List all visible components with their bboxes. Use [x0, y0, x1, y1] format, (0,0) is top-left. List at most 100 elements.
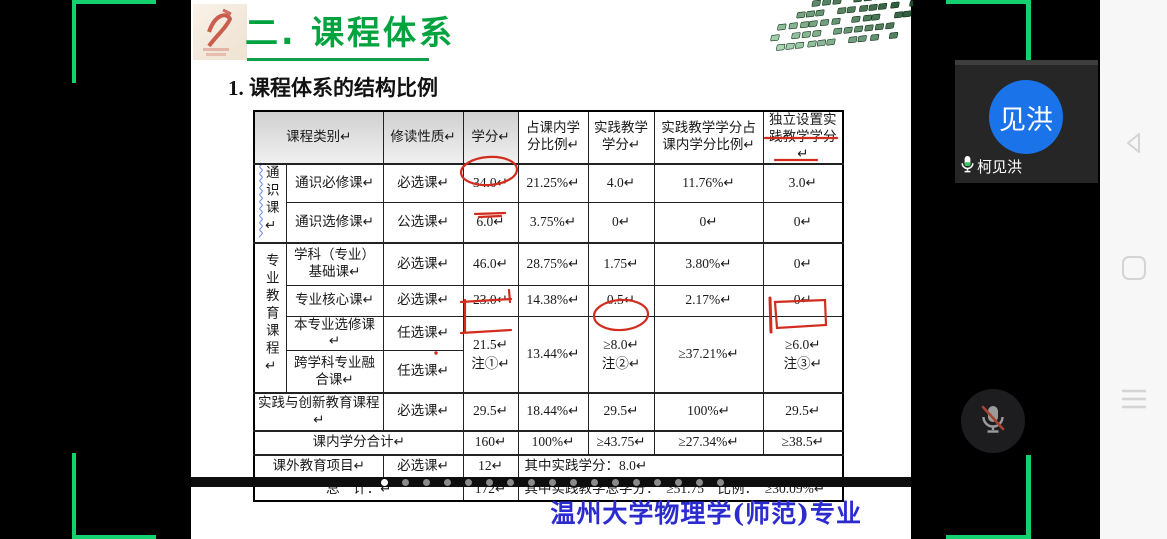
home-square-icon [1121, 256, 1146, 280]
slide-dot[interactable] [654, 479, 661, 486]
cell-nature: 公选课↵ [382, 202, 464, 245]
table-row: 专业核心课↵ 必选课↵ 23.0↵ 14.38%↵ 0.5↵ 2.17%↵ 0↵ [254, 284, 844, 317]
back-triangle-icon [1126, 133, 1140, 153]
green-tiles-decoration [766, 0, 918, 61]
cell-credits: 160↵ [462, 430, 519, 456]
slide-pagination-dots [381, 479, 738, 486]
cell-credits: 12↵ [462, 454, 519, 480]
bracket-top-right-v [1026, 0, 1031, 60]
bracket-top-left-v [72, 0, 76, 83]
bracket-bottom-left-h [72, 535, 156, 539]
recents-button[interactable] [1100, 388, 1167, 410]
slide-dot[interactable] [675, 479, 682, 486]
header-practice-ratio: 实践教学学分占课内学分比例↵ [653, 110, 764, 165]
android-nav-bar [1100, 0, 1167, 539]
cell-practice: 29.5↵ [587, 392, 655, 432]
group-general: 通识课↵ [253, 163, 287, 245]
table-header-row: 课程类别↵ 修读性质↵ 学分↵ 占课内学分比例↵ 实践教学学分↵ 实践教学学分占… [253, 110, 844, 165]
bracket-bottom-left-v [72, 453, 76, 539]
cell-practice: 1.75↵ [587, 242, 655, 286]
cell-ratio: 100%↵ [517, 430, 589, 456]
cell-ratio-merged: 13.44%↵ [517, 315, 589, 394]
cell-nature: 必选课↵ [382, 284, 464, 317]
red-figure-artwork-icon [203, 8, 233, 56]
cell-practice-ratio-merged: ≥37.21%↵ [653, 315, 764, 394]
slide-subtitle: 1. 课程体系的结构比例 [228, 76, 438, 100]
slide-dot[interactable] [528, 479, 535, 486]
cell-ratio: 14.38%↵ [517, 284, 589, 317]
cell-credits: 29.5↵ [462, 392, 519, 432]
participant-video-tile[interactable]: 见洪 柯见洪 [955, 60, 1098, 183]
cell-practice: ≥43.75↵ [587, 430, 655, 456]
bracket-bottom-right-v [1026, 455, 1031, 539]
header-nature: 修读性质↵ [382, 110, 464, 165]
cell-independent: 0↵ [762, 202, 844, 245]
title-underline [247, 58, 429, 61]
cell-label: 课内学分合计↵ [253, 430, 464, 456]
slide-footer: 温州大学物理学(师范)专业 [550, 499, 862, 528]
home-button[interactable] [1100, 254, 1167, 282]
slide-dot[interactable] [465, 479, 472, 486]
cell-ratio: 28.75%↵ [517, 242, 589, 286]
cell-independent-merged: ≥6.0↵ 注③↵ [762, 315, 844, 394]
slide-dot[interactable] [570, 479, 577, 486]
cell-credits: 6.0↵ [462, 202, 519, 245]
cell-practice-ratio: 2.17%↵ [653, 284, 764, 317]
table-row: 课外教育项目↵ 必选课↵ 12↵ 其中实践学分：8.0↵ [253, 454, 844, 480]
slide-dot[interactable] [549, 479, 556, 486]
cell-label: 学科（专业）基础课↵ [285, 242, 384, 286]
bracket-top-left-h [72, 0, 156, 4]
cell-credits: 23.0↵ [462, 284, 519, 317]
cell-nature: 任选课↵ [382, 350, 464, 394]
avatar-label: 见洪 [999, 104, 1053, 135]
cell-practice: 0.5↵ [587, 284, 655, 317]
cell-nature: 必选课↵ [382, 163, 464, 204]
slide-dot[interactable] [402, 479, 409, 486]
slide-dot[interactable] [612, 479, 619, 486]
table-row: 跨学科专业融合课↵ 任选课↵ [254, 350, 843, 394]
back-button[interactable] [1100, 128, 1167, 158]
cell-independent: 0↵ [762, 284, 844, 317]
table-row: 课内学分合计↵ 160↵ 100%↵ ≥43.75↵ ≥27.34%↵ ≥38.… [253, 430, 844, 456]
cell-practice-ratio: 100%↵ [653, 392, 764, 432]
slide-dot[interactable] [444, 479, 451, 486]
header-practice-credits: 实践教学学分↵ [587, 110, 655, 165]
mute-toggle-button[interactable] [961, 389, 1025, 453]
cell-independent: ≥38.5↵ [762, 430, 844, 456]
slide-dot[interactable] [717, 479, 724, 486]
cell-nature: 必选课↵ [382, 392, 464, 432]
cell-nature: 必选课↵ [382, 242, 464, 286]
bracket-bottom-right-h [946, 535, 1031, 539]
cell-summary: 其中实践学分：8.0↵ [517, 454, 844, 480]
cell-practice-ratio: 11.76%↵ [653, 163, 764, 204]
cell-practice-ratio: 0↵ [653, 202, 764, 245]
cell-practice-merged: ≥8.0↵ 注②↵ [587, 315, 655, 394]
slide-filmstrip-band [191, 477, 911, 487]
slide-dot[interactable] [381, 479, 388, 486]
table-row: 通识课↵ 通识必修课↵ 必选课↵ 34.0↵ 21.25%↵ 4.0↵ 11.7… [253, 163, 844, 245]
slide-dot[interactable] [486, 479, 493, 486]
cell-label: 通识选修课↵ [285, 202, 384, 245]
table-row: 本专业选修课↵ 任选课↵ 21.5↵ 注①↵ 13.44%↵ ≥8.0↵ 注②↵… [254, 315, 844, 394]
cell-practice: 0↵ [587, 202, 655, 245]
cell-practice-ratio: 3.80%↵ [653, 242, 764, 286]
slide-dot[interactable] [696, 479, 703, 486]
cell-label: 跨学科专业融合课↵ [285, 350, 384, 394]
slide-dot[interactable] [423, 479, 430, 486]
cell-independent: 29.5↵ [762, 392, 844, 432]
header-independent-practice: 独立设置实践教学学分↵ [762, 110, 844, 165]
slide-dot[interactable] [507, 479, 514, 486]
avatar: 见洪 [989, 80, 1063, 154]
cell-nature: 任选课↵ [382, 315, 464, 352]
table-row: 通识选修课↵ 公选课↵ 6.0↵ 3.75%↵ 0↵ 0↵ 0↵ [254, 202, 844, 245]
cell-practice: 4.0↵ [587, 163, 655, 204]
cell-credits-merged: 21.5↵ 注①↵ [462, 315, 519, 394]
slide-dot[interactable] [633, 479, 640, 486]
table-row: 专业教育课程↵ 学科（专业）基础课↵ 必选课↵ 46.0↵ 28.75%↵ 1.… [253, 242, 844, 394]
cell-label: 实践与创新教育课程↵ [253, 392, 384, 432]
curriculum-table-area: 课程类别↵ 修读性质↵ 学分↵ 占课内学分比例↵ 实践教学学分↵ 实践教学学分占… [253, 110, 844, 502]
slide-corner-artwork [193, 4, 247, 60]
slide-dot[interactable] [591, 479, 598, 486]
cell-label: 通识必修课↵ [285, 163, 384, 204]
cell-credits: 46.0↵ [462, 242, 519, 286]
